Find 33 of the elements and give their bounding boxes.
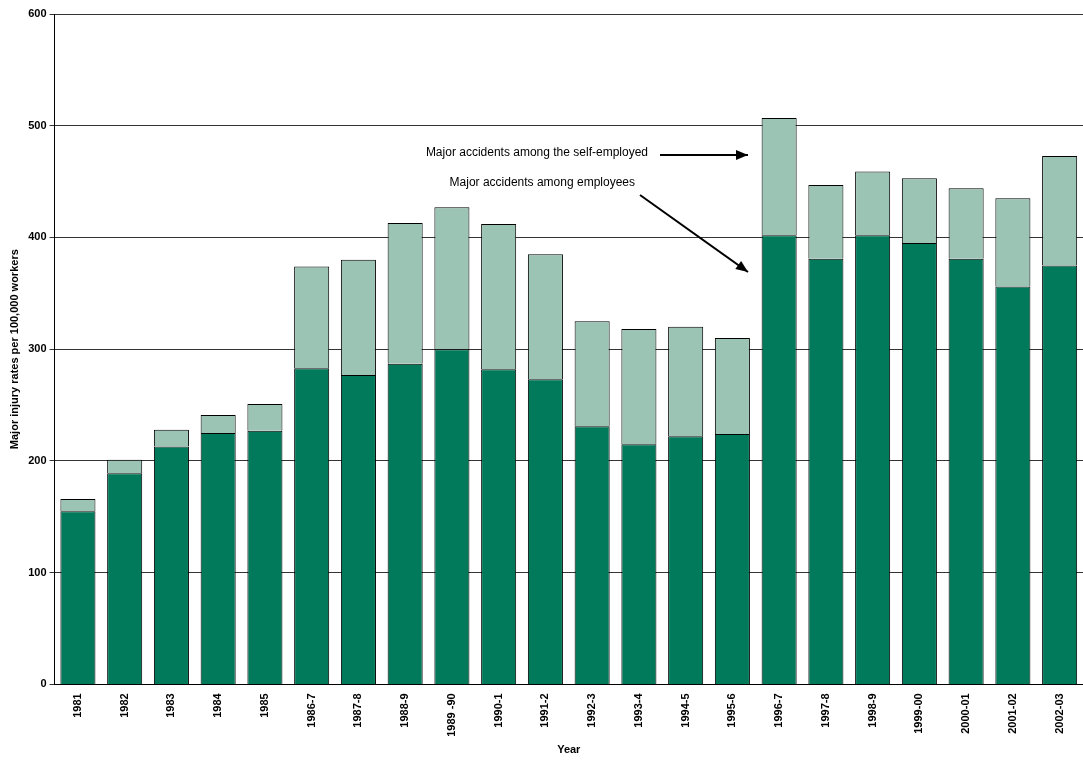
y-tick-label: 300 [28,342,47,355]
x-tick-label: 1991-2 [538,693,551,728]
x-tick-label: 1990-1 [491,693,504,728]
x-tick-label: 2001-02 [1005,693,1018,734]
x-tick-label: 1999-00 [912,693,925,734]
y-tick-label: 100 [28,565,47,578]
y-tick-label: 0 [40,677,47,690]
x-tick-label: 1988-9 [398,693,411,728]
x-tick-label: 1998-9 [865,693,878,728]
x-tick-label: 1983 [164,693,177,718]
y-axis-title: Major injury rates per 100,000 workers [7,249,20,450]
x-tick-label: 2002-03 [1052,693,1065,734]
x-axis-title: Year [557,743,582,756]
x-tick-label: 1993-4 [631,692,644,728]
x-tick-label: 1986-7 [304,693,317,728]
x-tick-label: 1984 [211,692,224,718]
x-tick-label: 1997-8 [818,693,831,728]
x-tick-label: 1981 [70,693,83,718]
y-tick-label: 500 [28,118,47,131]
y-tick-label: 400 [28,230,47,243]
x-tick-label: 1995-6 [725,693,738,728]
x-tick-label: 2000-01 [959,693,972,734]
x-tick-label: 1985 [257,693,270,718]
x-tick-label: 1994-5 [678,693,691,728]
annotation: Major accidents among employees [449,175,635,190]
x-tick-label: 1987-8 [351,693,364,728]
x-tick-label: 1996-7 [772,693,785,728]
annotation: Major accidents among the self-employed [425,145,648,160]
x-tick-label: 1982 [117,693,130,718]
y-tick-label: 200 [28,453,47,466]
y-tick-label: 600 [28,7,47,20]
x-tick-label: 1989 -90 [444,693,457,737]
x-tick-label: 1992-3 [585,693,598,728]
